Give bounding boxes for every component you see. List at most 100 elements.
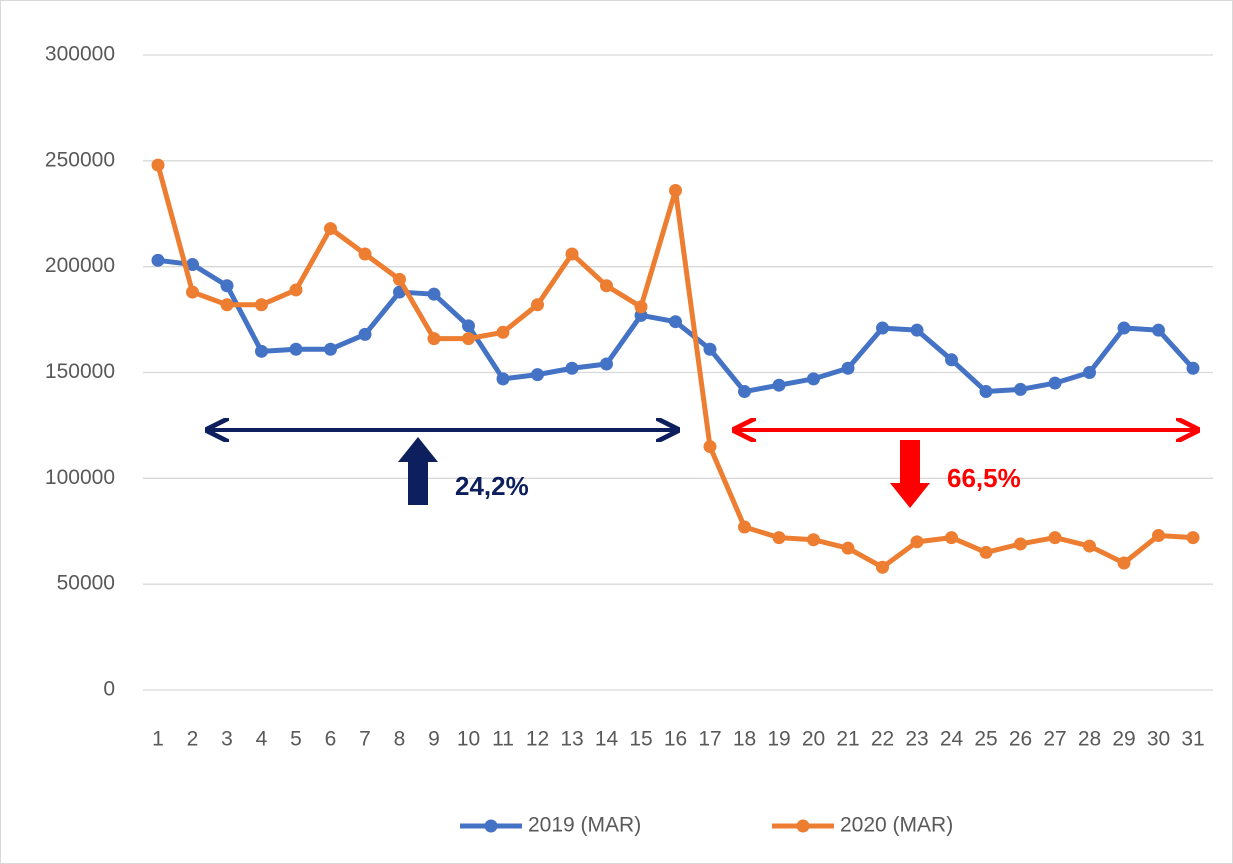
data-point	[876, 560, 889, 574]
x-tick-label: 19	[767, 728, 790, 751]
x-tick-label: 7	[359, 728, 371, 751]
data-point	[738, 520, 751, 534]
data-point	[1014, 537, 1027, 551]
x-tick-label: 10	[457, 728, 480, 751]
data-point	[1048, 376, 1062, 390]
data-point	[841, 361, 855, 375]
x-tick-label: 26	[1009, 728, 1032, 751]
x-tick-label: 8	[394, 728, 406, 751]
x-tick-label: 20	[802, 728, 825, 751]
x-tick-label: 15	[629, 728, 652, 751]
data-point	[703, 440, 717, 454]
data-point	[600, 357, 613, 371]
data-point	[910, 323, 924, 337]
x-tick-label: 12	[526, 728, 549, 751]
data-point	[979, 385, 993, 399]
y-tick-label: 50000	[57, 572, 115, 595]
y-tick-label: 150000	[45, 360, 115, 383]
data-point	[1152, 323, 1165, 337]
x-tick-label: 31	[1181, 728, 1204, 751]
data-point	[393, 272, 406, 286]
y-tick-label: 200000	[45, 254, 115, 277]
x-tick-label: 18	[733, 728, 756, 751]
annotation: 66,5%	[947, 463, 1021, 493]
y-tick-label: 300000	[45, 43, 115, 66]
data-point	[462, 319, 475, 333]
data-point	[876, 321, 889, 335]
data-point	[979, 545, 993, 559]
data-point	[841, 541, 855, 555]
data-point	[807, 533, 820, 547]
data-point	[634, 300, 648, 314]
data-point	[289, 342, 303, 356]
x-tick-label: 17	[698, 728, 721, 751]
data-point	[945, 531, 958, 545]
data-point	[427, 287, 441, 301]
data-point	[772, 378, 786, 392]
x-tick-label: 4	[256, 728, 268, 751]
x-tick-label: 24	[940, 728, 964, 751]
x-tick-label: 11	[492, 728, 514, 751]
data-point	[255, 344, 268, 358]
data-point	[807, 372, 820, 386]
data-point	[358, 247, 372, 261]
data-point	[1152, 528, 1165, 542]
data-point	[220, 298, 234, 312]
data-point	[324, 342, 337, 356]
data-point	[600, 279, 613, 293]
x-tick-label: 3	[221, 728, 233, 751]
data-point	[324, 222, 337, 236]
data-point	[151, 253, 165, 267]
data-point	[186, 285, 199, 299]
y-tick-label: 100000	[45, 466, 115, 489]
x-tick-label: 25	[974, 728, 997, 751]
x-tick-label: 5	[290, 728, 302, 751]
x-tick-label: 29	[1112, 728, 1135, 751]
data-point	[703, 342, 717, 356]
legend-marker	[796, 819, 810, 833]
x-tick-label: 6	[325, 728, 337, 751]
x-tick-label: 13	[560, 728, 583, 751]
legend-label: 2019 (MAR)	[528, 814, 641, 837]
data-point	[255, 298, 268, 312]
data-point	[669, 183, 682, 197]
x-tick-label: 21	[836, 728, 859, 751]
data-point	[1083, 539, 1096, 553]
data-point	[1083, 366, 1096, 379]
data-point	[910, 535, 924, 549]
legend-label: 2020 (MAR)	[840, 814, 953, 837]
data-point	[220, 279, 234, 293]
x-tick-label: 28	[1078, 728, 1101, 751]
data-point	[738, 385, 751, 399]
x-tick-label: 14	[595, 728, 619, 751]
x-tick-label: 16	[664, 728, 687, 751]
x-tick-label: 30	[1147, 728, 1170, 751]
data-point	[1186, 531, 1200, 545]
data-point	[669, 315, 682, 329]
data-point	[289, 283, 303, 297]
data-point	[496, 325, 510, 339]
data-point	[1048, 531, 1062, 545]
data-point	[358, 327, 372, 341]
x-tick-label: 23	[905, 728, 928, 751]
data-point	[1186, 361, 1200, 375]
data-point	[1014, 382, 1027, 396]
data-point	[531, 368, 544, 382]
x-tick-label: 27	[1043, 728, 1066, 751]
data-point	[186, 258, 199, 272]
data-point	[1117, 556, 1131, 570]
y-tick-label: 0	[103, 678, 115, 701]
data-point	[496, 372, 510, 386]
data-point	[565, 361, 579, 375]
arrow-up	[398, 437, 438, 505]
legend-marker	[484, 819, 498, 833]
arrow-down	[890, 440, 930, 508]
data-point	[945, 353, 958, 367]
data-point	[151, 158, 165, 172]
data-point	[565, 247, 579, 261]
x-tick-label: 2	[187, 728, 199, 751]
data-point	[1117, 321, 1131, 335]
data-point	[772, 531, 786, 545]
data-point	[462, 332, 475, 346]
